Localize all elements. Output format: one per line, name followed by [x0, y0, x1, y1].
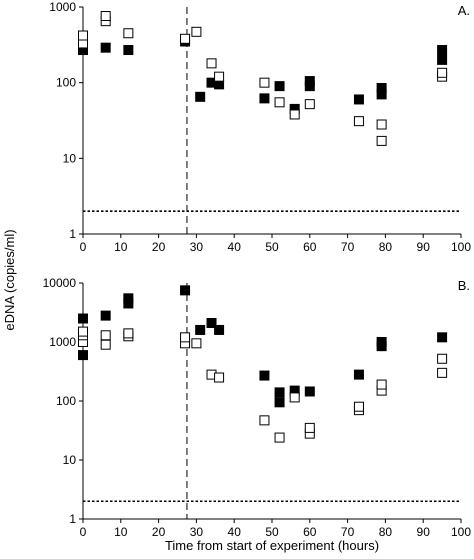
data-point-filled: [123, 45, 134, 56]
data-point-filled: [437, 54, 448, 65]
data-point-open: [437, 353, 448, 364]
data-point-filled: [259, 370, 270, 381]
data-point-filled: [304, 76, 315, 87]
data-point-open: [437, 67, 448, 78]
x-tick-label: 90: [417, 240, 431, 254]
data-point-open: [437, 367, 448, 378]
panel-b: 1 10 100 1000 10000 0 10 20 30 40 50 60 70 80 90 100 B.: [43, 276, 472, 539]
data-point-filled: [78, 350, 88, 361]
panel-label-b: B.: [458, 278, 470, 293]
data-point-open: [214, 71, 225, 82]
data-point-filled: [274, 81, 285, 92]
data-point-open: [191, 26, 202, 37]
data-point-open: [376, 119, 387, 130]
data-point-open: [100, 339, 111, 350]
x-tick-label: 70: [341, 525, 355, 539]
data-point-filled: [274, 387, 285, 398]
y-tick-label: 10: [63, 151, 77, 165]
x-tick-label: 50: [265, 240, 279, 254]
x-tick-label: 60: [303, 240, 317, 254]
data-point-filled: [100, 310, 111, 321]
data-point-open: [289, 109, 300, 120]
data-point-filled: [437, 332, 448, 343]
data-point-open: [304, 422, 315, 433]
panel-label-a: A.: [458, 3, 470, 18]
data-point-open: [214, 372, 225, 383]
data-point-filled: [214, 324, 225, 335]
x-tick-label: 50: [265, 525, 279, 539]
data-point-filled: [274, 397, 285, 408]
data-point-open: [353, 401, 364, 412]
data-point-open: [274, 432, 285, 443]
data-point-filled: [437, 45, 448, 56]
data-point-filled: [376, 337, 387, 347]
data-point-open: [304, 99, 315, 110]
x-tick-label: 10: [114, 525, 128, 539]
data-point-filled: [100, 42, 111, 53]
data-point-open: [289, 392, 300, 403]
x-tick-label: 20: [152, 240, 166, 254]
data-point-filled: [353, 94, 364, 105]
data-point-open: [259, 77, 270, 88]
x-tick-label: 30: [190, 525, 204, 539]
x-tick-label: 100: [451, 525, 471, 539]
y-tick-label: 1000: [49, 0, 76, 14]
x-tick-label: 0: [80, 525, 87, 539]
data-point-open: [123, 328, 134, 339]
data-point-open: [376, 379, 387, 390]
panel-a: 1 10 100 1000 0 10 20 30 40 50 60 70 80 90 100 A.: [49, 0, 471, 254]
data-point-filled: [304, 386, 315, 397]
y-axis-label: eDNA (copies/ml): [2, 229, 17, 330]
data-point-filled: [259, 93, 270, 104]
data-point-filled: [195, 91, 206, 102]
x-tick-label: 80: [379, 525, 393, 539]
y-tick-label: 1: [69, 512, 76, 526]
data-point-open: [100, 330, 111, 341]
x-tick-label: 80: [379, 240, 393, 254]
data-point-open: [100, 11, 111, 22]
data-point-filled: [376, 83, 387, 94]
x-tick-label: 70: [341, 240, 355, 254]
data-point-open: [180, 33, 191, 44]
x-tick-label: 30: [190, 240, 204, 254]
data-point-open: [123, 28, 134, 39]
data-point-open: [78, 30, 88, 41]
y-tick-label: 1000: [49, 335, 76, 349]
y-tick-label: 1: [69, 227, 76, 241]
x-tick-label: 90: [417, 525, 431, 539]
y-tick-label: 10: [63, 453, 77, 467]
x-tick-label: 60: [303, 525, 317, 539]
x-tick-label: 10: [114, 240, 128, 254]
data-point-filled: [353, 369, 364, 380]
data-point-open: [180, 332, 191, 343]
data-point-open: [353, 116, 364, 127]
data-point-open: [191, 338, 202, 349]
data-point-filled: [206, 317, 217, 328]
x-tick-label: 40: [228, 240, 242, 254]
x-tick-label: 100: [451, 240, 471, 254]
y-tick-label: 10000: [43, 276, 77, 290]
x-tick-label: 20: [152, 525, 166, 539]
y-tick-label: 100: [56, 76, 76, 90]
data-point-open: [78, 326, 88, 337]
data-point-filled: [180, 285, 191, 296]
data-point-open: [259, 415, 270, 426]
data-point-open: [274, 97, 285, 108]
data-point-filled: [195, 324, 206, 335]
x-tick-label: 40: [228, 525, 242, 539]
y-tick-label: 100: [56, 394, 76, 408]
data-point-filled: [78, 313, 88, 324]
data-point-open: [376, 135, 387, 146]
x-tick-label: 0: [80, 240, 87, 254]
x-axis-label: Time from start of experiment (hours): [165, 538, 379, 553]
data-point-filled: [123, 293, 134, 304]
data-point-open: [206, 58, 217, 69]
